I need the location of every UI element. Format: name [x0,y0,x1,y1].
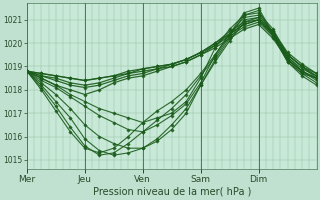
X-axis label: Pression niveau de la mer( hPa ): Pression niveau de la mer( hPa ) [92,187,251,197]
